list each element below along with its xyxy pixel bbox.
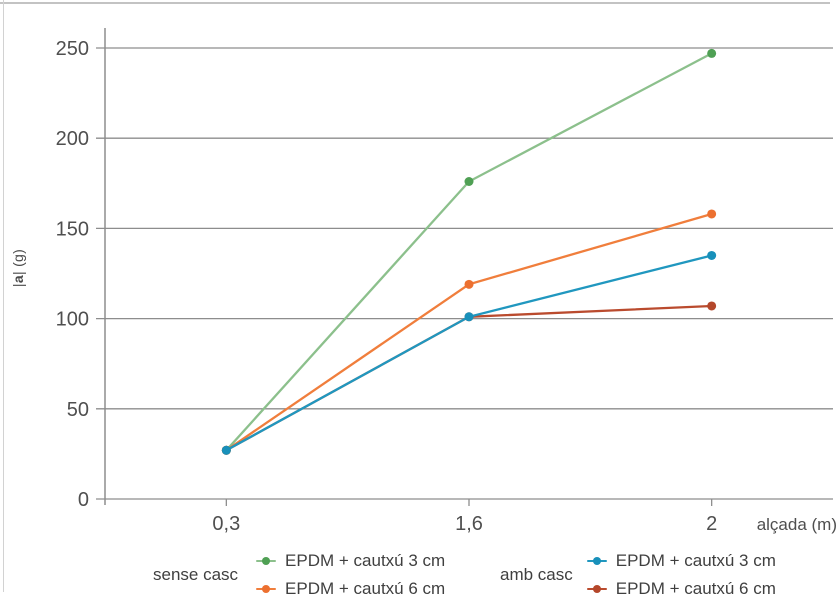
data-point-marker: [464, 312, 474, 322]
legend-entry-label: EPDM + cautxú 3 cm: [285, 551, 446, 570]
x-axis-title: alçada (m): [757, 515, 837, 534]
series-line: [225, 52, 713, 452]
y-tick-label: 150: [56, 218, 89, 240]
line-chart-plot-area: 0 50 100 150 200 250 0,3 1,6 2 alçada (m): [56, 28, 837, 535]
legend-entry: EPDM + cautxú 3 cm: [256, 551, 445, 571]
y-axis-title: |a| (g): [10, 249, 26, 287]
legend-entry-label: EPDM + cautxú 6 cm: [285, 579, 446, 598]
data-point-marker: [707, 250, 717, 260]
legend-group-label: amb casc: [500, 565, 573, 584]
legend-entry: EPDM + cautxú 3 cm: [586, 551, 776, 571]
data-point-marker: [221, 445, 231, 455]
y-axis-title-pre: |: [10, 283, 26, 288]
series-line: [225, 212, 712, 452]
page-border-left: [3, 0, 4, 592]
line-dot-marker-icon: [586, 585, 607, 594]
x-tick-label: 2: [706, 513, 717, 535]
legend-group-label: sense casc: [153, 565, 239, 584]
line-dot-marker-icon: [256, 557, 277, 566]
y-tick-label: 250: [56, 38, 89, 60]
line-dot-marker-icon: [256, 585, 277, 594]
y-tick-label: 200: [56, 128, 89, 150]
legend-entry-label: EPDM + cautxú 6 cm: [615, 579, 776, 598]
y-axis-title-bold: a: [10, 275, 26, 284]
data-point-marker: [707, 48, 717, 58]
x-tick-label: 1,6: [455, 513, 483, 535]
x-tick-label: 0,3: [212, 513, 240, 535]
y-tick-label: 100: [56, 309, 89, 331]
y-tick-label: 0: [78, 489, 89, 511]
data-point-marker: [707, 301, 717, 311]
legend-entries: EPDM + cautxú 3 cm EPDM + cautxú 6 cm: [256, 551, 445, 599]
series-line: [225, 304, 712, 452]
legend-entry: EPDM + cautxú 6 cm: [256, 579, 445, 599]
y-axis-title-post: | (g): [10, 248, 26, 276]
legend-group-sense-casc: sense casc EPDM + cautxú 3 cm EPDM + cau…: [153, 551, 445, 599]
page-border-top: [0, 2, 830, 4]
data-point-marker: [707, 209, 717, 219]
data-point-marker: [464, 176, 474, 186]
legend-entry: EPDM + cautxú 6 cm: [586, 579, 776, 599]
data-point-marker: [464, 279, 474, 289]
legend-group-amb-casc: amb casc EPDM + cautxú 3 cm EPDM + cautx…: [500, 551, 776, 599]
legend-entry-label: EPDM + cautxú 3 cm: [615, 551, 776, 570]
legend-entries: EPDM + cautxú 3 cm EPDM + cautxú 6 cm: [586, 551, 776, 599]
y-tick-label: 50: [67, 399, 89, 421]
line-dot-marker-icon: [586, 557, 607, 566]
